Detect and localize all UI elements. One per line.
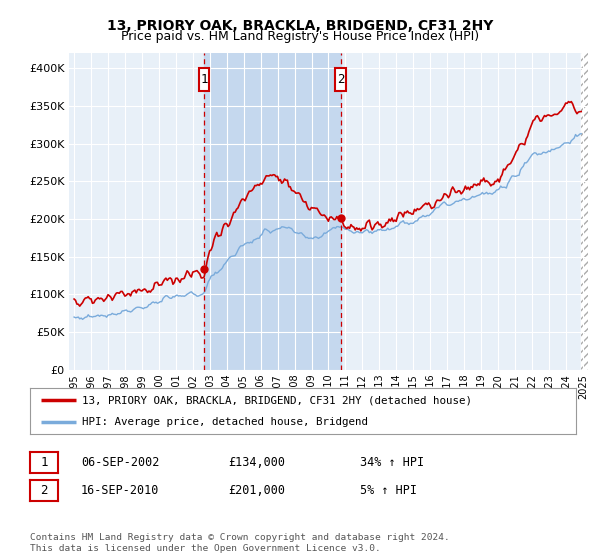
Text: Contains HM Land Registry data © Crown copyright and database right 2024.
This d: Contains HM Land Registry data © Crown c… xyxy=(30,533,450,553)
Text: 1: 1 xyxy=(40,456,47,469)
Text: £134,000: £134,000 xyxy=(228,455,285,469)
Text: 06-SEP-2002: 06-SEP-2002 xyxy=(81,455,160,469)
Bar xyxy=(335,68,346,91)
Bar xyxy=(199,68,209,91)
Text: HPI: Average price, detached house, Bridgend: HPI: Average price, detached house, Brid… xyxy=(82,417,368,427)
Bar xyxy=(581,53,592,370)
Text: 34% ↑ HPI: 34% ↑ HPI xyxy=(360,455,424,469)
Text: £201,000: £201,000 xyxy=(228,483,285,497)
Text: 13, PRIORY OAK, BRACKLA, BRIDGEND, CF31 2HY: 13, PRIORY OAK, BRACKLA, BRIDGEND, CF31 … xyxy=(107,19,493,33)
Text: 2: 2 xyxy=(337,73,344,86)
Bar xyxy=(205,53,341,370)
Text: Price paid vs. HM Land Registry's House Price Index (HPI): Price paid vs. HM Land Registry's House … xyxy=(121,30,479,43)
Text: 2: 2 xyxy=(40,484,47,497)
Text: 5% ↑ HPI: 5% ↑ HPI xyxy=(360,483,417,497)
Text: 1: 1 xyxy=(200,73,208,86)
Text: 13, PRIORY OAK, BRACKLA, BRIDGEND, CF31 2HY (detached house): 13, PRIORY OAK, BRACKLA, BRIDGEND, CF31 … xyxy=(82,395,472,405)
Bar xyxy=(581,53,592,370)
Text: 16-SEP-2010: 16-SEP-2010 xyxy=(81,483,160,497)
